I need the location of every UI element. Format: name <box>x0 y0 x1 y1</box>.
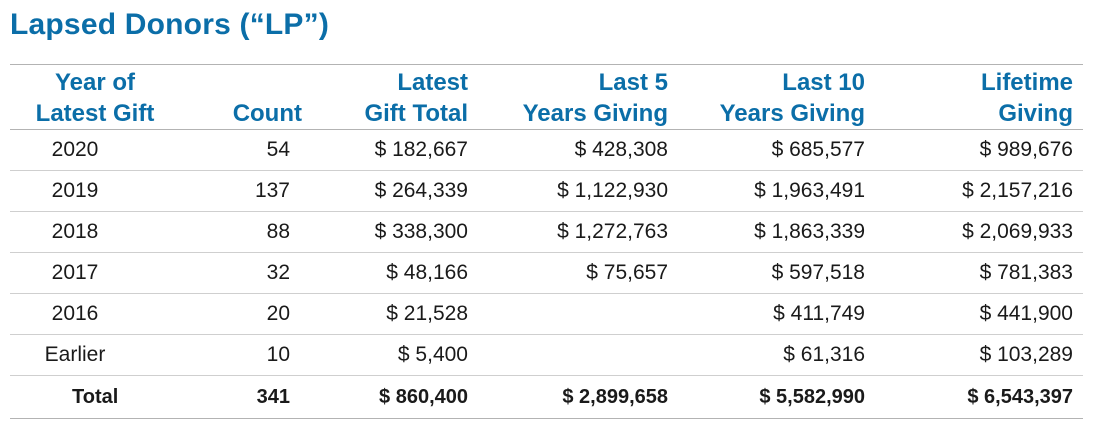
cell-last-10-years: $ 61,316 <box>783 343 865 366</box>
total-lifetime-giving: $ 6,543,397 <box>967 385 1073 408</box>
cell-last-10-years: $ 597,518 <box>771 261 865 284</box>
cell-lifetime-giving: $ 781,383 <box>979 261 1073 284</box>
column-header-count: Count <box>180 65 310 130</box>
lapsed-donors-table: Year of Latest Gift Count Latest Gift To… <box>10 64 1083 419</box>
total-latest-gift-total: $ 860,400 <box>379 385 468 408</box>
cell-count: 137 <box>254 179 290 202</box>
cell-latest-gift-total: $ 5,400 <box>397 343 468 366</box>
cell-last-5-years: $ 1,272,763 <box>557 220 668 243</box>
column-header-year: Year of Latest Gift <box>10 65 180 130</box>
cell-latest-gift-total: $ 48,166 <box>386 261 468 284</box>
cell-last-5-years: $ 1,122,930 <box>557 179 668 202</box>
column-header-latest-gift-total: Latest Gift Total <box>310 65 478 130</box>
column-header-line: Count <box>232 100 302 127</box>
total-last-10-years: $ 5,582,990 <box>759 385 865 408</box>
table-row: 2018 88 $ 338,300 $ 1,272,763 $ 1,863,33… <box>10 212 1083 253</box>
cell-last-5-years: $ 75,657 <box>586 261 668 284</box>
table-row: 2016 20 $ 21,528 $ 411,749 $ 441,900 <box>10 294 1083 335</box>
total-count: 341 <box>256 385 290 408</box>
column-header-line: Years Giving <box>522 100 668 127</box>
cell-last-10-years: $ 685,577 <box>771 138 865 161</box>
cell-last-5-years: $ 428,308 <box>574 138 668 161</box>
cell-count: 32 <box>266 261 290 284</box>
cell-year: Earlier <box>44 343 106 366</box>
cell-last-10-years: $ 411,749 <box>773 302 865 325</box>
column-header-line: Giving <box>998 100 1073 127</box>
total-label: Total <box>72 385 119 408</box>
cell-last-10-years: $ 1,963,491 <box>754 179 865 202</box>
column-header-line: Year of <box>54 69 136 96</box>
cell-lifetime-giving: $ 103,289 <box>979 343 1073 366</box>
cell-count: 88 <box>266 220 290 243</box>
total-last-5-years: $ 2,899,658 <box>562 385 668 408</box>
table-row: 2020 54 $ 182,667 $ 428,308 $ 685,577 $ … <box>10 130 1083 171</box>
table-row: 2017 32 $ 48,166 $ 75,657 $ 597,518 $ 78… <box>10 253 1083 294</box>
column-header-lifetime-giving: Lifetime Giving <box>875 65 1083 130</box>
cell-last-5-years <box>478 294 678 335</box>
cell-latest-gift-total: $ 182,667 <box>374 138 468 161</box>
cell-lifetime-giving: $ 2,157,216 <box>962 179 1073 202</box>
column-header-line: Gift Total <box>364 100 468 127</box>
table-row: Earlier 10 $ 5,400 $ 61,316 $ 103,289 <box>10 335 1083 376</box>
cell-lifetime-giving: $ 989,676 <box>979 138 1073 161</box>
cell-latest-gift-total: $ 21,528 <box>386 302 468 325</box>
cell-year: 2017 <box>51 261 99 284</box>
column-header-last-10-years: Last 10 Years Giving <box>678 65 875 130</box>
cell-latest-gift-total: $ 338,300 <box>374 220 468 243</box>
column-header-last-5-years: Last 5 Years Giving <box>478 65 678 130</box>
cell-count: 10 <box>266 343 290 366</box>
page-title: Lapsed Donors (“LP”) <box>10 8 330 41</box>
cell-year: 2018 <box>51 220 99 243</box>
cell-count: 54 <box>266 138 290 161</box>
cell-last-5-years <box>478 335 678 376</box>
cell-latest-gift-total: $ 264,339 <box>374 179 468 202</box>
column-header-line: Last 10 <box>782 69 865 96</box>
header-row: Year of Latest Gift Count Latest Gift To… <box>10 64 1083 130</box>
cell-last-10-years: $ 1,863,339 <box>754 220 865 243</box>
cell-count: 20 <box>266 302 290 325</box>
table-row: 2019 137 $ 264,339 $ 1,122,930 $ 1,963,4… <box>10 171 1083 212</box>
column-header-line: Years Giving <box>719 100 865 127</box>
cell-lifetime-giving: $ 441,900 <box>979 302 1073 325</box>
cell-year: 2019 <box>51 179 99 202</box>
column-header-line: Last 5 <box>598 69 668 96</box>
cell-lifetime-giving: $ 2,069,933 <box>962 220 1073 243</box>
column-header-line: Latest <box>397 69 468 96</box>
column-header-line: Lifetime <box>980 69 1073 96</box>
column-header-line: Latest Gift <box>35 100 155 127</box>
total-row: Total 341 $ 860,400 $ 2,899,658 $ 5,582,… <box>10 376 1083 419</box>
cell-year: 2016 <box>51 302 99 325</box>
cell-year: 2020 <box>51 138 99 161</box>
